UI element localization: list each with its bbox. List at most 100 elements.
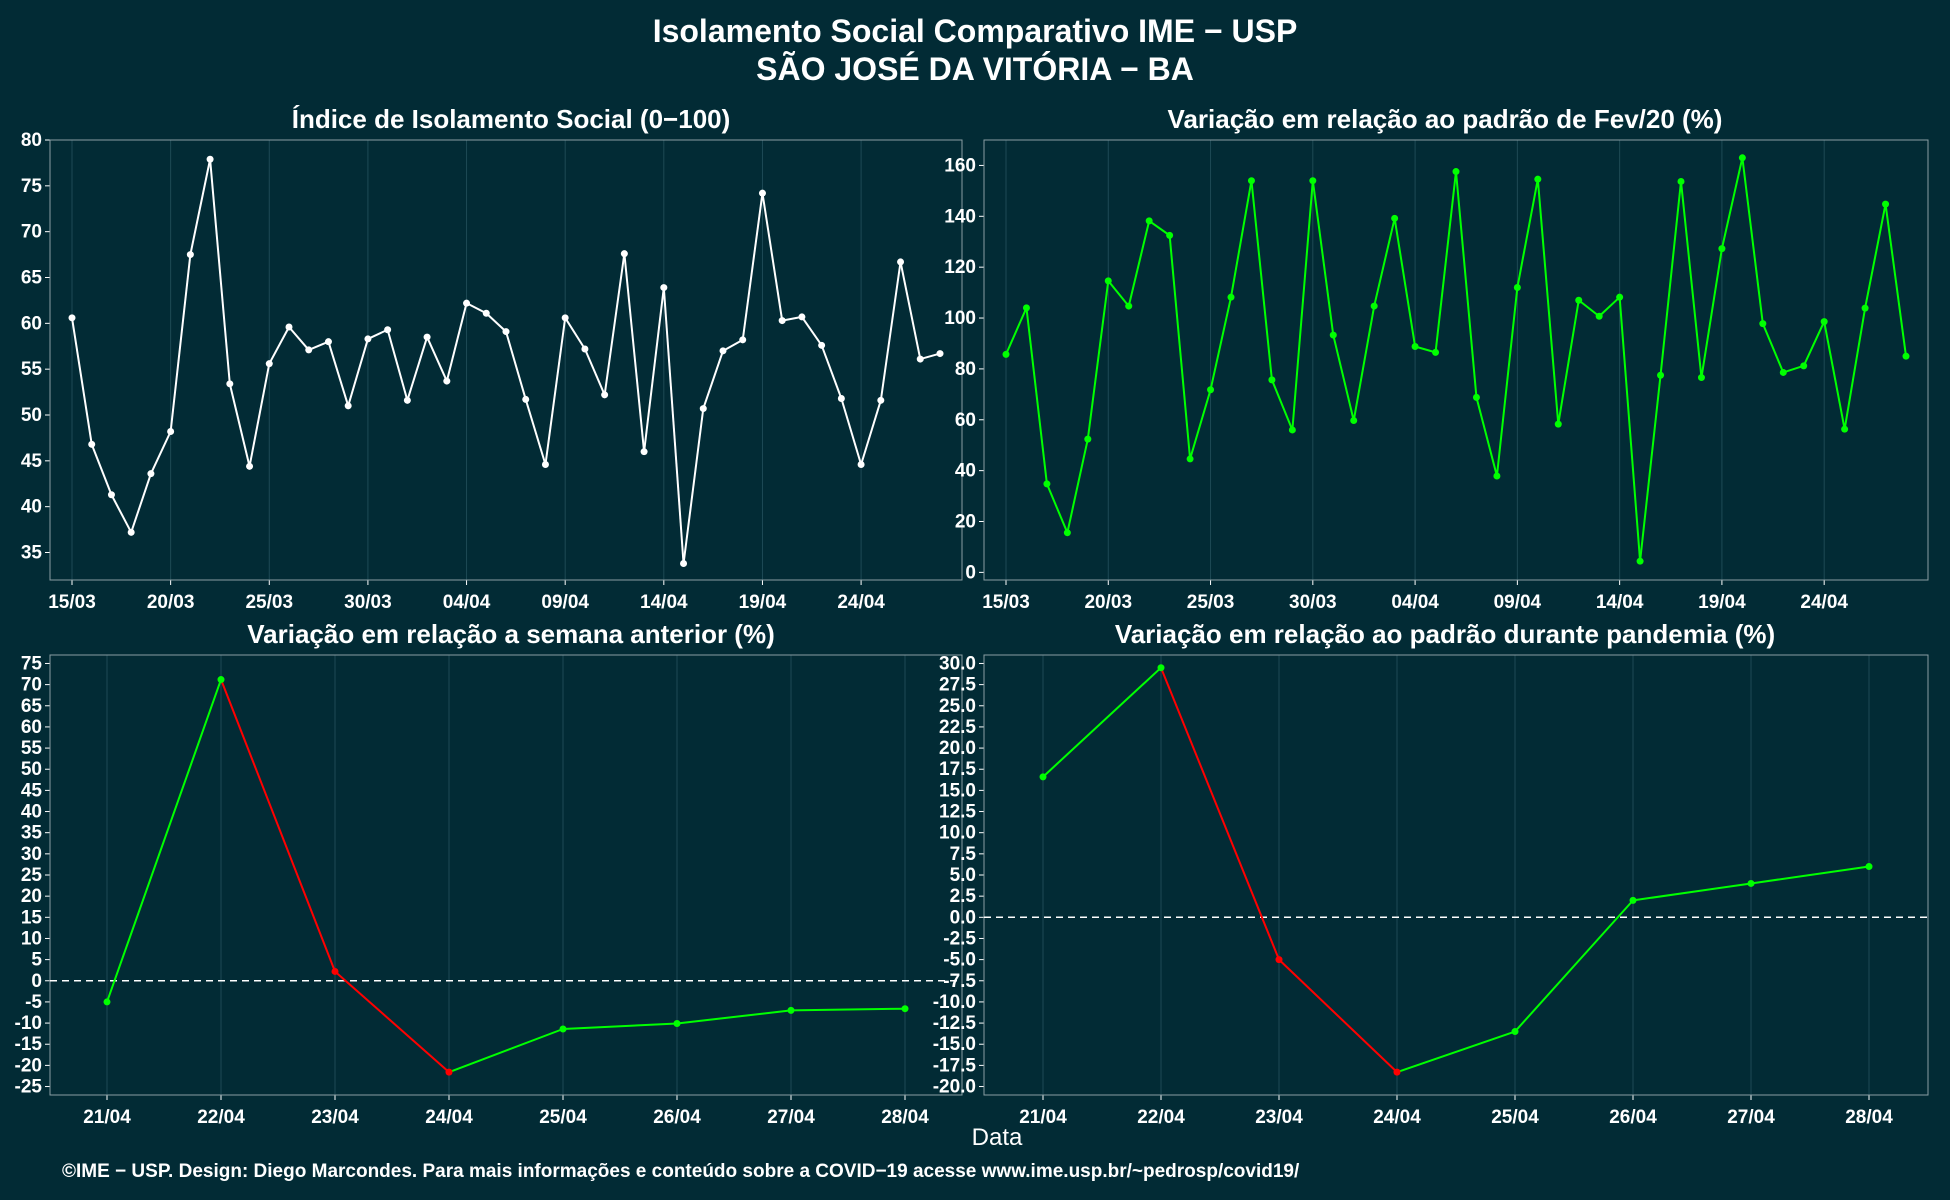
data-point	[1697, 374, 1705, 382]
y-tick-label: -5	[25, 992, 42, 1013]
series-segment	[1127, 220, 1151, 307]
data-point	[1084, 435, 1092, 443]
data-point	[482, 309, 490, 317]
series-segment	[110, 494, 133, 533]
x-tick-label: 27/04	[1727, 1107, 1775, 1128]
y-tick-label: 15.0	[939, 780, 976, 801]
data-point	[502, 328, 510, 336]
y-tick-label: -5.0	[943, 950, 976, 971]
series-segment	[702, 350, 724, 409]
series-segment	[1455, 171, 1478, 398]
data-point	[1022, 304, 1030, 312]
series-segment	[899, 261, 922, 360]
series-segment	[1495, 287, 1519, 477]
series-segment	[334, 970, 450, 1073]
series-segment	[1720, 157, 1744, 249]
y-tick-label: 70	[21, 222, 42, 243]
series-segment	[1291, 180, 1314, 431]
data-point	[901, 1005, 909, 1013]
y-tick-label: -20.0	[933, 1077, 976, 1098]
data-point	[1472, 393, 1480, 401]
x-tick-label: 09/04	[1494, 592, 1542, 613]
series-segment	[189, 159, 212, 255]
y-tick-label: 12.5	[939, 802, 976, 823]
data-point	[1309, 177, 1317, 185]
series-segment	[1066, 438, 1089, 533]
data-point	[1043, 480, 1051, 488]
series-segment	[722, 338, 744, 352]
data-point	[818, 341, 826, 349]
series-segment	[1843, 307, 1867, 430]
series-segment	[544, 317, 567, 465]
x-tick-label: 30/03	[344, 592, 392, 613]
y-tick-label: 60	[21, 717, 42, 738]
data-point	[1718, 245, 1726, 253]
data-point	[857, 461, 865, 468]
series-segment	[466, 302, 487, 315]
panel-variation-week: 21/04 22/04 23/04 24/04 25/04 26/04 27/04 28/04…	[15, 653, 963, 1128]
series-segment	[1005, 307, 1028, 355]
y-tick-label: 50	[21, 405, 42, 426]
data-point	[127, 528, 135, 536]
series-segment	[840, 398, 863, 465]
y-tick-label: 17.5	[939, 759, 976, 780]
data-point	[445, 1068, 453, 1076]
data-point	[1882, 200, 1890, 208]
x-tick-label: 04/04	[1391, 592, 1439, 613]
series-segment	[169, 254, 192, 432]
data-point	[1554, 420, 1562, 428]
y-tick-label: 27.5	[939, 675, 976, 696]
data-point	[559, 1025, 567, 1033]
panel-border	[983, 139, 1929, 581]
series-segment	[327, 341, 350, 407]
x-tick-label: 25/03	[1187, 592, 1235, 613]
y-tick-label: 120	[944, 257, 976, 278]
data-point	[364, 335, 372, 343]
y-tick-label: 80	[21, 130, 42, 151]
series-segment	[1802, 321, 1826, 367]
data-point	[1432, 348, 1440, 356]
data-point	[1329, 331, 1337, 339]
data-point	[1629, 896, 1637, 904]
series-segment	[790, 1007, 906, 1012]
series-segment	[426, 336, 448, 382]
data-point	[1800, 362, 1808, 370]
y-tick-label: 140	[944, 206, 976, 227]
series-segment	[1632, 882, 1752, 902]
series-segment	[1761, 323, 1785, 373]
series-segment	[106, 679, 222, 1003]
series-segment	[1209, 296, 1232, 390]
figure-title-line1: Isolamento Social Comparativo IME − USP	[653, 13, 1298, 49]
series-segment	[860, 400, 882, 465]
series-segment	[1659, 181, 1682, 376]
data-point	[1513, 284, 1521, 292]
data-point	[1902, 352, 1910, 360]
series-segment	[347, 338, 369, 407]
data-point	[88, 440, 96, 448]
data-point	[1145, 217, 1153, 225]
data-point	[1861, 304, 1869, 312]
series-segment	[741, 193, 764, 340]
series-segment	[1514, 899, 1634, 1033]
y-tick-label: 30	[21, 844, 42, 865]
y-tick-label: -2.5	[943, 928, 976, 949]
y-tick-label: 65	[21, 696, 43, 717]
series-segment	[1270, 379, 1294, 431]
series-segment	[1250, 180, 1273, 380]
data-point	[226, 380, 234, 388]
series-segment	[71, 317, 93, 445]
x-tick-label: 19/04	[1698, 592, 1746, 613]
y-tick-label: 5.0	[950, 865, 976, 886]
series-segment	[1434, 171, 1457, 353]
data-point	[787, 1006, 795, 1014]
panel-4-title: Variação em relação ao padrão durante pa…	[1115, 619, 1775, 649]
data-point	[331, 967, 339, 975]
series-segment	[288, 326, 310, 351]
series-segment	[90, 443, 113, 496]
data-point	[1002, 350, 1010, 358]
data-point	[877, 396, 885, 404]
y-tick-label: 75	[21, 176, 43, 197]
data-point	[1575, 296, 1583, 304]
series-segment	[1639, 375, 1662, 562]
data-point	[1288, 426, 1296, 434]
